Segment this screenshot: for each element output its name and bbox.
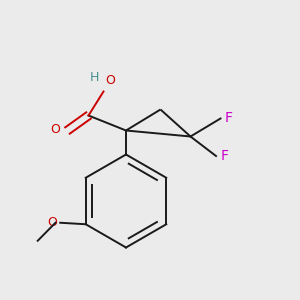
Text: H: H — [90, 71, 99, 84]
Text: F: F — [225, 112, 233, 125]
Text: O: O — [105, 74, 115, 87]
Text: O: O — [50, 122, 60, 136]
Text: F: F — [220, 149, 229, 163]
Text: O: O — [47, 216, 57, 229]
